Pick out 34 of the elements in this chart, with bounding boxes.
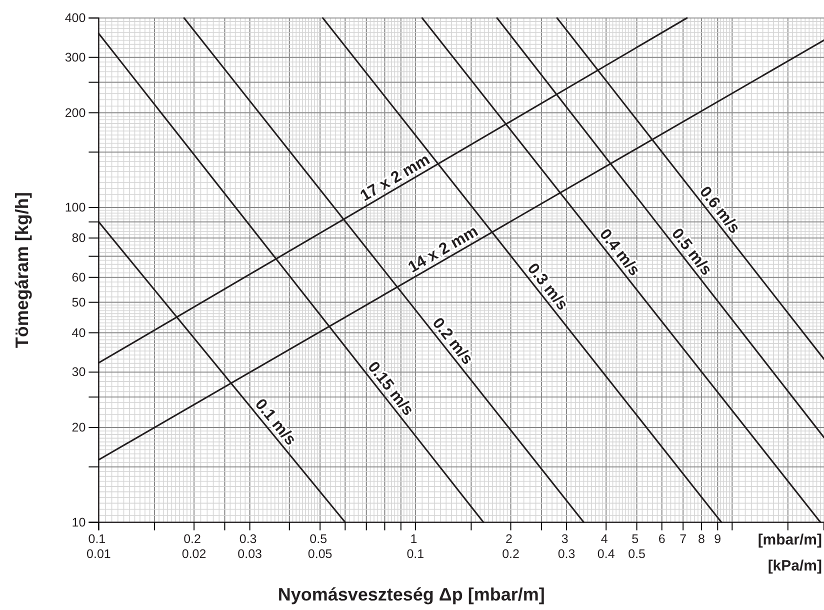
text: 17 x 2 mm: [358, 151, 433, 206]
y-tick-label: 50: [72, 295, 86, 310]
x-axis-title: Nyomásveszteség Δp [mbar/m]: [278, 584, 545, 604]
x-tick-label: 1 0.1: [406, 532, 424, 562]
y-tick-label: 20: [72, 420, 86, 435]
x-tick-label: 6: [658, 532, 666, 546]
x-tick-label: 8: [698, 532, 705, 546]
x-tick-label: 7: [680, 532, 687, 546]
x-tick-label: 0.5 0.05: [308, 532, 332, 562]
y-tick-label: 200: [64, 106, 86, 120]
text: [mbar/m]: [758, 531, 822, 548]
text: 0.3 m/s: [524, 260, 571, 314]
x-tick-label: 3 0.3: [558, 532, 576, 562]
y-tick-label: 60: [72, 270, 86, 284]
x-tick-label: 9: [714, 532, 722, 546]
y-tick-label: 30: [72, 365, 86, 380]
text: 0.2 m/s: [428, 314, 476, 368]
x-tick-label: 0.2 0.02: [182, 532, 206, 562]
x-tick-label: 4 0.4: [597, 532, 615, 562]
text: 0.1 m/s: [251, 396, 300, 449]
text: [kPa/m]: [768, 557, 822, 574]
text: 0.4 m/s: [596, 226, 643, 280]
y-tick-label: 10: [72, 515, 86, 530]
text: 14 x 2 mm: [406, 222, 482, 276]
x-tick-label: 2 0.2: [502, 532, 520, 562]
y-tick-label: 80: [72, 231, 86, 246]
x-tick-label: 5 0.5: [628, 532, 646, 562]
x-tick-label: 0.3 0.03: [238, 532, 262, 562]
y-tick-label: 100: [64, 200, 86, 215]
y-tick-label: 40: [72, 326, 86, 340]
y-axis-title: Tömegáram [kg/h]: [12, 192, 32, 348]
y-tick-label: 400: [64, 11, 86, 25]
x-tick-label: 0.1 0.01: [86, 532, 111, 562]
y-tick-label: 300: [64, 50, 86, 64]
